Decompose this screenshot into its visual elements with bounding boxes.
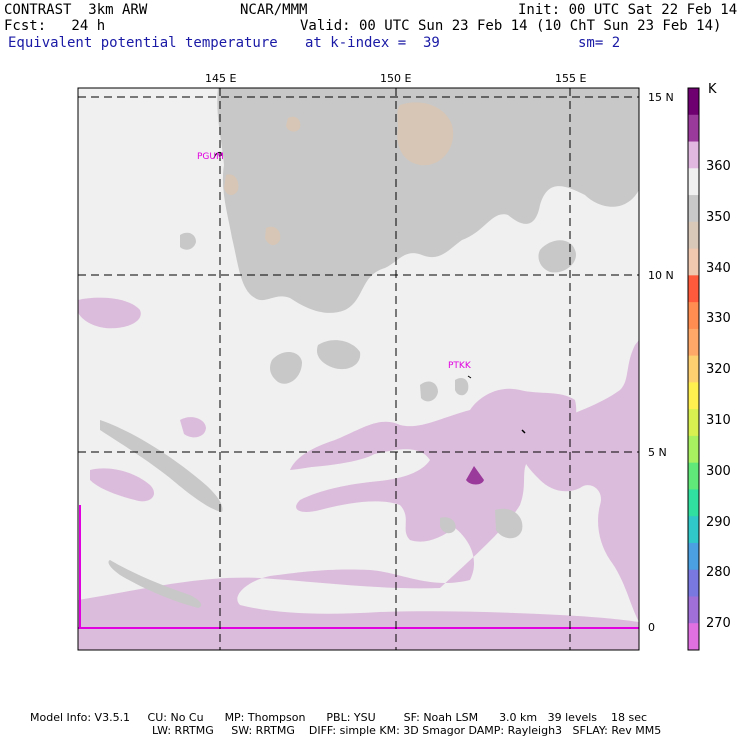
field-name: Equivalent potential temperature: [8, 35, 278, 51]
init-time: Init: 00 UTC Sat 22 Feb 14: [518, 2, 738, 18]
colorbar-label: 360: [706, 159, 731, 174]
valid-time: Valid: 00 UTC Sun 23 Feb 14 (10 ChT Sun …: [300, 18, 722, 34]
colorbar-label: 340: [706, 260, 731, 276]
model-title: CONTRAST 3km ARW: [4, 2, 148, 18]
map-frame: [77, 87, 640, 651]
gray-blob-south-2: [440, 517, 456, 534]
colorbar-swatch: [688, 596, 699, 624]
colorbar-swatch: [688, 195, 699, 223]
level-info: at k-index = 39: [305, 35, 440, 51]
gray-stripe-2: [108, 560, 202, 608]
gray-region-east: [553, 113, 614, 169]
island-coastline: [521, 429, 526, 434]
model-info-line1: Model Info: V3.5.1 CU: No Cu MP: Thompso…: [30, 711, 648, 724]
colorbar-swatch: [688, 435, 699, 464]
lilac-patch-mid: [180, 417, 206, 438]
lilac-band-main: [78, 388, 639, 650]
lilac-streak-1: [300, 447, 380, 468]
colorbar-label: 280: [706, 565, 731, 581]
gray-island-4: [180, 232, 196, 250]
guam-coastline: [213, 151, 223, 159]
colorbar-swatch: [688, 275, 699, 303]
colorbar-unit: K: [708, 82, 717, 97]
gray-island-2: [270, 351, 302, 384]
colorbar-swatch: [688, 489, 699, 517]
lilac-patch-sw: [90, 468, 155, 502]
colorbar-swatch: [688, 409, 699, 437]
colorbar-swatch: [688, 248, 699, 276]
colorbar-swatch: [688, 141, 699, 169]
colorbar-label: 270: [706, 616, 731, 632]
colorbar-swatch: [688, 462, 699, 490]
colorbar-swatch: [688, 168, 699, 196]
smoothing-info: sm= 2: [578, 35, 621, 51]
colorbar-swatch: [688, 542, 699, 571]
colorbar-label: 320: [706, 362, 731, 378]
gray-region-north: [217, 88, 639, 313]
colorbar-swatch: [688, 88, 699, 116]
lat-label-5n: 5 N: [648, 446, 667, 459]
colorbar-label: 330: [706, 311, 731, 327]
lat-label-10n: 10 N: [648, 269, 674, 282]
map-plot-area: [78, 88, 639, 650]
colorbar-label: 300: [706, 463, 731, 479]
colorbar-frame: [687, 87, 700, 651]
colorbar-label: 350: [706, 209, 731, 225]
tan-patch-2: [224, 174, 239, 196]
lon-label-155e: 155 E: [555, 72, 587, 85]
colorbar-swatch: [688, 221, 699, 250]
gray-blob-south-1: [495, 508, 523, 539]
tan-patch-1: [397, 102, 454, 166]
model-info-line2: LW: RRTMG SW: RRTMG DIFF: simple KM: 3D …: [152, 724, 662, 737]
colorbar-label: 290: [706, 514, 731, 530]
lat-label-0: 0: [648, 621, 655, 634]
lon-label-150e: 150 E: [380, 72, 412, 85]
gray-island-3: [316, 340, 361, 370]
colorbar-swatch: [688, 623, 699, 651]
colorbar-swatch: [688, 114, 699, 143]
lilac-band-east: [518, 340, 639, 622]
colorbar-swatch: [688, 569, 699, 597]
gray-island-1: [538, 240, 576, 273]
colorbar-swatch: [688, 328, 699, 357]
forecast-hour: Fcst: 24 h: [4, 18, 106, 34]
lat-lon-grid: [78, 88, 639, 650]
gray-island-5: [420, 381, 438, 402]
chuuk-coastline: [467, 375, 472, 379]
gray-stripe-1: [100, 420, 223, 512]
colorbar: [687, 87, 700, 651]
colorbar-swatch: [688, 516, 699, 544]
station-label-pgum: PGUM: [197, 152, 224, 162]
lon-label-145e: 145 E: [205, 72, 237, 85]
purple-patch: [466, 466, 484, 485]
gray-island-6: [455, 378, 469, 396]
colorbar-label: 310: [706, 413, 731, 428]
colorbar-swatch: [688, 355, 699, 383]
colorbar-swatch: [688, 382, 699, 410]
lilac-patch-west: [78, 297, 141, 329]
station-label-ptkk: PTKK: [448, 361, 471, 371]
center-title: NCAR/MMM: [240, 2, 308, 18]
tan-patch-4: [286, 116, 301, 132]
colorbar-swatch: [688, 302, 699, 330]
lat-label-15n: 15 N: [648, 91, 674, 104]
tan-patch-3: [265, 226, 281, 246]
